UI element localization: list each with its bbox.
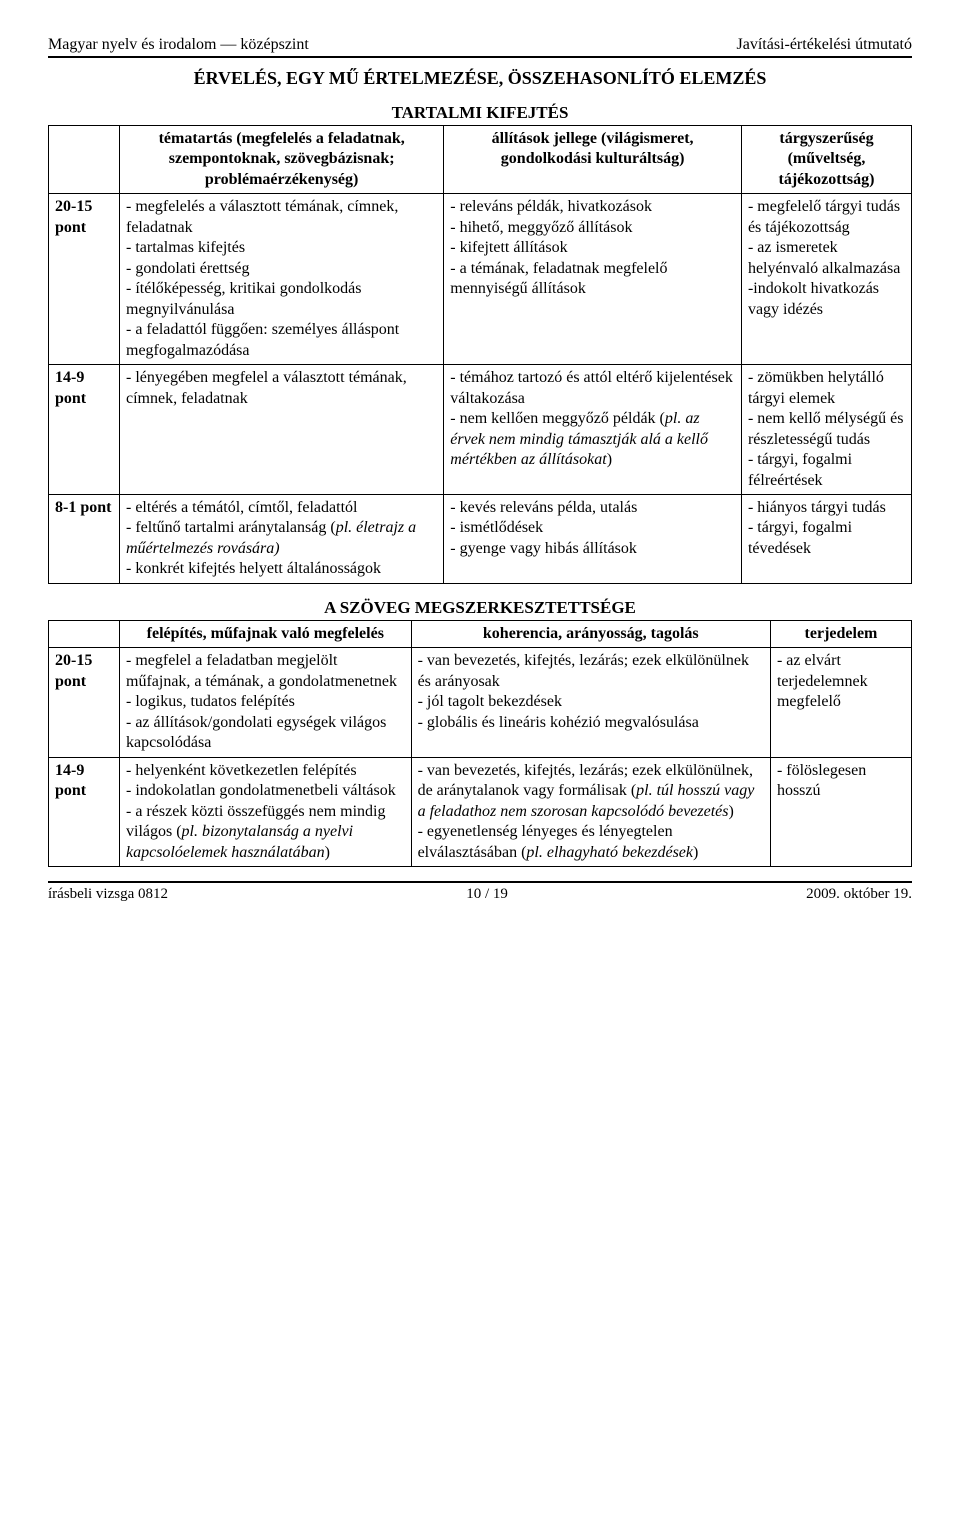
score-cell: 20-15 pont (49, 648, 120, 757)
page-header: Magyar nyelv és irodalom — középszint Ja… (48, 36, 912, 58)
cell-c3: - megfelelő tárgyi tudás és tájékozottsá… (741, 194, 911, 365)
table-row: 20-15 pont - megfelelés a választott tém… (49, 194, 912, 365)
table-header-row: felépítés, műfajnak való megfelelés kohe… (49, 620, 912, 647)
table-header-row: tématartás (megfelelés a feladatnak, sze… (49, 126, 912, 194)
section1-title: TARTALMI KIFEJTÉS (48, 103, 912, 123)
header-right: Javítási-értékelési útmutató (737, 36, 913, 54)
cell-c1: - helyenként következetlen felépítés - i… (120, 757, 412, 866)
main-title: ÉRVELÉS, EGY MŰ ÉRTELMEZÉSE, ÖSSZEHASONL… (48, 68, 912, 89)
score-cell: 14-9 pont (49, 757, 120, 866)
table-row: 8-1 pont - eltérés a témától, címtől, fe… (49, 494, 912, 583)
cell-c1: - lényegében megfelel a választott témán… (120, 365, 444, 495)
table-tartalmi: tématartás (megfelelés a feladatnak, sze… (48, 125, 912, 584)
score-cell: 8-1 pont (49, 494, 120, 583)
cell-c2: - kevés releváns példa, utalás - ismétlő… (444, 494, 742, 583)
cell-c1: - megfelelés a választott témának, címne… (120, 194, 444, 365)
cell-c3: - hiányos tárgyi tudás - tárgyi, fogalmi… (741, 494, 911, 583)
page-footer: írásbeli vizsga 0812 10 / 19 2009. októb… (48, 881, 912, 903)
header-left: Magyar nyelv és irodalom — középszint (48, 36, 309, 54)
cell-c2: - témához tartozó és attól eltérő kijele… (444, 365, 742, 495)
table-row: 20-15 pont - megfelel a feladatban megje… (49, 648, 912, 757)
col3-header: tárgyszerűség (műveltség, tájékozottság) (741, 126, 911, 194)
col2-header: koherencia, arányosság, tagolás (411, 620, 770, 647)
cell-c3: - fölöslegesen hosszú (770, 757, 911, 866)
cell-c2: - releváns példák, hivatkozások - hihető… (444, 194, 742, 365)
table-row: 14-9 pont - helyenként következetlen fel… (49, 757, 912, 866)
score-cell: 20-15 pont (49, 194, 120, 365)
cell-c3: - az elvárt terjedelemnek megfelelő (770, 648, 911, 757)
cell-c2: - van bevezetés, kifejtés, lezárás; ezek… (411, 757, 770, 866)
footer-left: írásbeli vizsga 0812 (48, 886, 168, 903)
footer-center: 10 / 19 (466, 886, 508, 903)
cell-c1: - megfelel a feladatban megjelölt műfajn… (120, 648, 412, 757)
col3-header: terjedelem (770, 620, 911, 647)
cell-c3: - zömükben helytálló tárgyi elemek - nem… (741, 365, 911, 495)
section2-title: A SZÖVEG MEGSZERKESZTETTSÉGE (48, 598, 912, 618)
table-row: 14-9 pont - lényegében megfelel a válasz… (49, 365, 912, 495)
cell-c1: - eltérés a témától, címtől, feladattól … (120, 494, 444, 583)
col-score-header (49, 126, 120, 194)
score-cell: 14-9 pont (49, 365, 120, 495)
col-score-header (49, 620, 120, 647)
table-szoveg: felépítés, műfajnak való megfelelés kohe… (48, 620, 912, 867)
col1-header: tématartás (megfelelés a feladatnak, sze… (120, 126, 444, 194)
cell-c2: - van bevezetés, kifejtés, lezárás; ezek… (411, 648, 770, 757)
col2-header: állítások jellege (világismeret, gondolk… (444, 126, 742, 194)
col1-header: felépítés, műfajnak való megfelelés (120, 620, 412, 647)
footer-right: 2009. október 19. (806, 886, 912, 903)
